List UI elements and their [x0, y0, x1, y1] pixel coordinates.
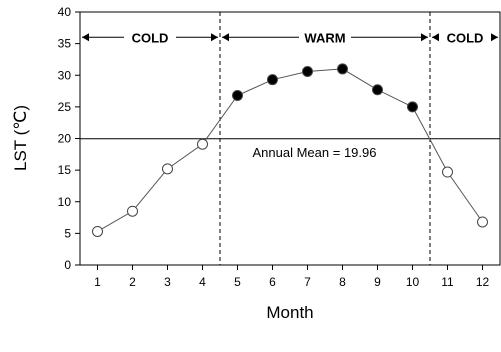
x-tick-label: 10 [406, 275, 420, 289]
season-label: COLD [447, 30, 484, 45]
x-tick-label: 9 [374, 275, 381, 289]
x-tick-label: 8 [339, 275, 346, 289]
data-point [442, 166, 453, 178]
lst-line [97, 68, 483, 232]
data-point [127, 205, 138, 217]
y-tick-label: 5 [64, 226, 71, 240]
arrowhead [491, 33, 498, 42]
y-tick-label: 30 [58, 68, 72, 82]
arrowhead [222, 33, 229, 42]
x-tick-label: 1 [94, 275, 101, 289]
data-point [372, 84, 383, 96]
arrowhead [421, 33, 428, 42]
data-point [92, 225, 103, 237]
y-tick-label: 40 [58, 5, 72, 19]
season-label: COLD [132, 30, 169, 45]
data-point [477, 216, 488, 228]
season-label: WARM [304, 30, 345, 45]
data-point [407, 101, 418, 113]
y-axis: 0 5 10 15 20 25 30 35 40 [58, 5, 80, 272]
arrowhead [432, 33, 439, 42]
arrowhead [211, 33, 218, 42]
x-tick-label: 4 [199, 275, 206, 289]
overlays: COLD WARM COLD [80, 12, 500, 265]
x-tick-label: 11 [441, 275, 454, 289]
data-point [302, 65, 313, 77]
x-tick-label: 2 [129, 275, 136, 289]
y-tick-label: 25 [58, 100, 72, 114]
x-axis-title: Month [266, 303, 313, 322]
annual-mean-label: Annual Mean = 19.96 [253, 145, 377, 160]
lst-series [92, 63, 488, 237]
y-tick-label: 20 [58, 132, 72, 146]
x-tick-label: 5 [234, 275, 241, 289]
y-tick-label: 10 [58, 195, 72, 209]
data-point [162, 163, 173, 175]
x-tick-label: 7 [304, 275, 311, 289]
y-tick-label: 35 [58, 37, 72, 51]
y-tick-label: 0 [64, 258, 71, 272]
data-point [267, 74, 278, 86]
x-axis: 1 2 3 4 5 6 7 8 9 10 11 12 [94, 265, 489, 289]
arrowhead [82, 33, 89, 42]
y-tick-label: 15 [58, 163, 72, 177]
x-tick-label: 12 [476, 275, 490, 289]
x-tick-label: 3 [164, 275, 171, 289]
x-tick-label: 6 [269, 275, 276, 289]
data-point [337, 63, 348, 75]
data-point [232, 89, 243, 101]
y-axis-title: LST (℃) [11, 105, 30, 171]
data-point [197, 138, 208, 150]
